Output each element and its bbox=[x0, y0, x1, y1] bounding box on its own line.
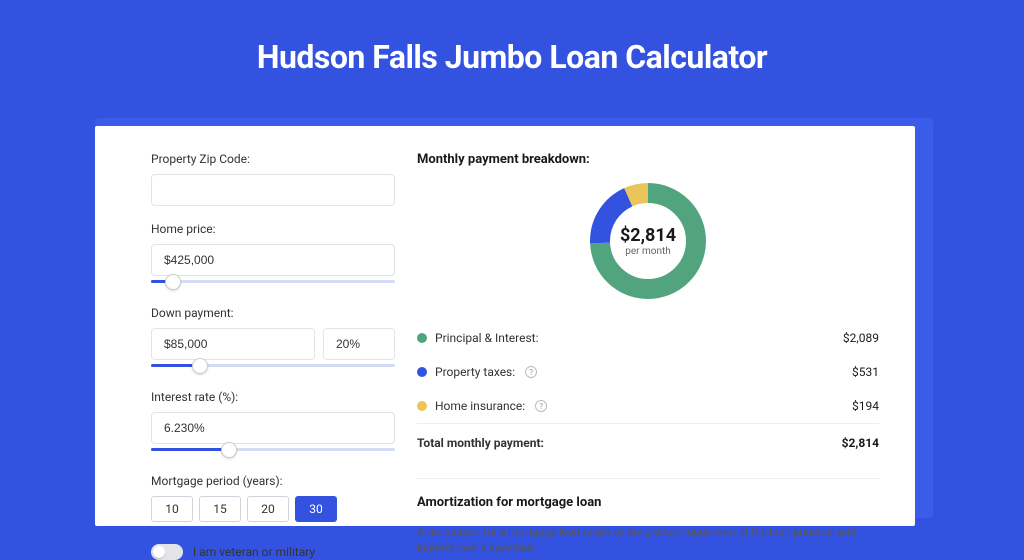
down-payment-label: Down payment: bbox=[151, 306, 395, 320]
interest-field: Interest rate (%): bbox=[151, 390, 395, 458]
legend-value: $2,089 bbox=[843, 331, 879, 345]
breakdown-panel: Monthly payment breakdown: $2,814 per mo… bbox=[417, 152, 879, 526]
slider-track-line bbox=[151, 280, 395, 283]
inputs-panel: Property Zip Code: Home price: Down paym… bbox=[151, 152, 395, 526]
page-title: Hudson Falls Jumbo Loan Calculator bbox=[0, 0, 1024, 104]
zip-input[interactable] bbox=[151, 174, 395, 206]
slider-thumb[interactable] bbox=[192, 358, 208, 374]
period-options: 10152030 bbox=[151, 496, 395, 522]
donut-center: $2,814 per month bbox=[588, 181, 708, 301]
period-field: Mortgage period (years): 10152030 bbox=[151, 474, 395, 522]
period-button-10[interactable]: 10 bbox=[151, 496, 193, 522]
amortization-section: Amortization for mortgage loan Amortizat… bbox=[417, 478, 879, 557]
zip-field: Property Zip Code: bbox=[151, 152, 395, 206]
down-payment-slider[interactable] bbox=[151, 358, 395, 374]
home-price-label: Home price: bbox=[151, 222, 395, 236]
legend-dot bbox=[417, 401, 427, 411]
info-icon[interactable]: ? bbox=[525, 366, 537, 378]
legend-row: Property taxes:? $531 bbox=[417, 355, 879, 389]
home-price-input[interactable] bbox=[151, 244, 395, 276]
legend-value: $531 bbox=[852, 365, 879, 379]
donut-chart: $2,814 per month bbox=[588, 181, 708, 301]
total-row: Total monthly payment: $2,814 bbox=[417, 423, 879, 460]
home-price-slider[interactable] bbox=[151, 274, 395, 290]
down-payment-percent-input[interactable] bbox=[323, 328, 395, 360]
slider-thumb[interactable] bbox=[221, 442, 237, 458]
amortization-title: Amortization for mortgage loan bbox=[417, 495, 879, 510]
donut-chart-wrap: $2,814 per month bbox=[417, 181, 879, 301]
legend-dot bbox=[417, 367, 427, 377]
period-button-20[interactable]: 20 bbox=[247, 496, 289, 522]
period-label: Mortgage period (years): bbox=[151, 474, 395, 488]
legend-dot bbox=[417, 333, 427, 343]
toggle-knob bbox=[153, 546, 165, 558]
donut-sublabel: per month bbox=[625, 246, 671, 257]
legend-row: Home insurance:? $194 bbox=[417, 389, 879, 423]
interest-input[interactable] bbox=[151, 412, 395, 444]
period-button-15[interactable]: 15 bbox=[199, 496, 241, 522]
legend-label: Property taxes: bbox=[435, 365, 515, 379]
amortization-text: Amortization for a mortgage loan refers … bbox=[417, 524, 879, 557]
zip-label: Property Zip Code: bbox=[151, 152, 395, 166]
veteran-toggle[interactable] bbox=[151, 544, 183, 560]
legend-label: Home insurance: bbox=[435, 399, 525, 413]
slider-thumb[interactable] bbox=[165, 274, 181, 290]
down-payment-field: Down payment: bbox=[151, 306, 395, 374]
legend: Principal & Interest: $2,089 Property taxe… bbox=[417, 321, 879, 423]
info-icon[interactable]: ? bbox=[535, 400, 547, 412]
breakdown-title: Monthly payment breakdown: bbox=[417, 152, 879, 167]
down-payment-amount-input[interactable] bbox=[151, 328, 315, 360]
interest-slider[interactable] bbox=[151, 442, 395, 458]
slider-fill bbox=[151, 448, 229, 451]
legend-label: Principal & Interest: bbox=[435, 331, 539, 345]
total-label: Total monthly payment: bbox=[417, 436, 544, 450]
veteran-row: I am veteran or military bbox=[151, 544, 395, 560]
total-value: $2,814 bbox=[842, 436, 879, 450]
interest-label: Interest rate (%): bbox=[151, 390, 395, 404]
calculator-card: Property Zip Code: Home price: Down paym… bbox=[95, 126, 915, 526]
donut-amount: $2,814 bbox=[620, 225, 676, 246]
period-button-30[interactable]: 30 bbox=[295, 496, 337, 522]
home-price-field: Home price: bbox=[151, 222, 395, 290]
veteran-label: I am veteran or military bbox=[193, 545, 315, 559]
legend-value: $194 bbox=[852, 399, 879, 413]
legend-row: Principal & Interest: $2,089 bbox=[417, 321, 879, 355]
